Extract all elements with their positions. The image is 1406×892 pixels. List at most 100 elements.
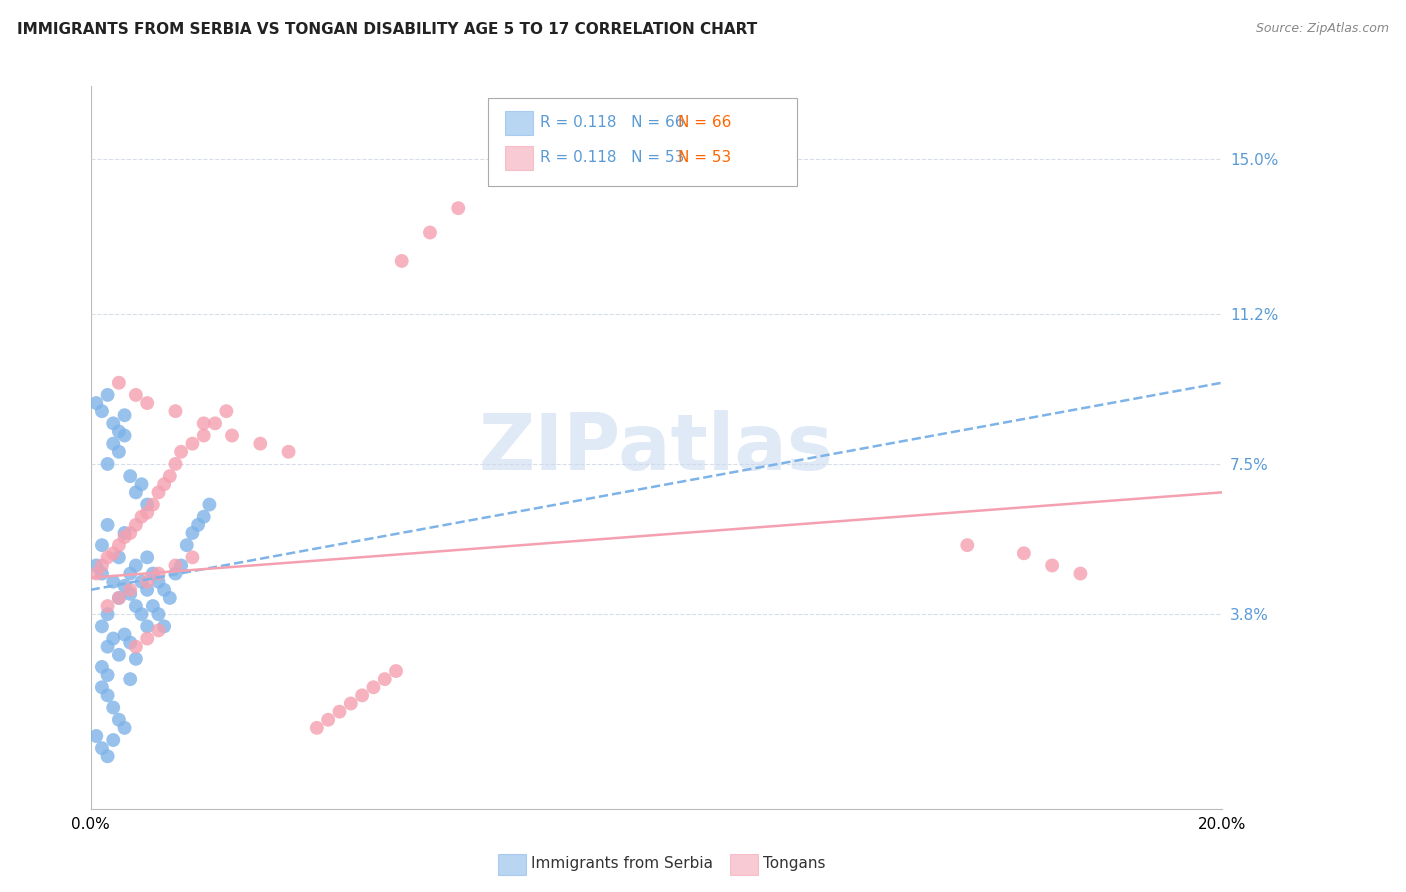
Text: IMMIGRANTS FROM SERBIA VS TONGAN DISABILITY AGE 5 TO 17 CORRELATION CHART: IMMIGRANTS FROM SERBIA VS TONGAN DISABIL… [17,22,756,37]
Point [131,509,153,524]
Point [136,506,159,520]
Point [131,607,153,622]
Point [120,469,142,483]
Point [249,436,271,450]
Text: Tongans: Tongans [763,856,825,871]
Point [391,254,413,268]
Point [90,741,112,756]
Point [176,538,198,552]
Point [148,607,170,622]
Point [419,226,441,240]
Point [120,566,142,581]
Point [125,558,148,573]
Point [108,648,131,662]
Point [97,668,120,682]
Point [97,599,120,613]
Point [108,550,131,565]
Point [131,574,153,589]
Point [90,660,112,674]
Text: N = 66: N = 66 [678,115,731,129]
Point [1040,558,1063,573]
Point [103,632,125,646]
Point [103,546,125,560]
Point [215,404,238,418]
Point [1069,566,1091,581]
Point [90,619,112,633]
Point [114,526,136,541]
Point [108,591,131,605]
Text: ZIPatlas: ZIPatlas [478,409,834,486]
Point [114,579,136,593]
Point [136,619,159,633]
Point [125,599,148,613]
Point [90,566,112,581]
Point [97,517,120,532]
Point [136,498,159,512]
Point [181,436,204,450]
Point [84,566,107,581]
Point [97,640,120,654]
Point [90,404,112,418]
Point [136,574,159,589]
Point [956,538,979,552]
Point [97,607,120,622]
Point [108,538,131,552]
Point [103,436,125,450]
Point [181,550,204,565]
Point [142,566,165,581]
Point [193,417,215,431]
Point [148,624,170,638]
Point [328,705,350,719]
Point [148,574,170,589]
Point [136,582,159,597]
Point [165,566,187,581]
Point [1012,546,1035,560]
Point [97,749,120,764]
Point [103,417,125,431]
Point [148,566,170,581]
Point [305,721,328,735]
Point [108,376,131,390]
Text: N = 53: N = 53 [678,151,731,165]
Point [97,689,120,703]
Text: Source: ZipAtlas.com: Source: ZipAtlas.com [1256,22,1389,36]
Point [103,574,125,589]
Point [142,599,165,613]
Point [136,550,159,565]
Point [165,457,187,471]
Point [159,591,181,605]
Point [84,729,107,743]
Text: R = 0.118   N = 66: R = 0.118 N = 66 [540,115,685,129]
Point [120,526,142,541]
Point [142,498,165,512]
Point [363,680,385,694]
Point [120,587,142,601]
Point [97,388,120,402]
Point [120,635,142,649]
Point [187,517,209,532]
Point [125,517,148,532]
Point [108,425,131,439]
Point [221,428,243,442]
Point [165,404,187,418]
Point [120,582,142,597]
Text: Immigrants from Serbia: Immigrants from Serbia [531,856,713,871]
Point [90,680,112,694]
Point [159,469,181,483]
Point [136,632,159,646]
Point [131,477,153,491]
Point [108,713,131,727]
Point [108,591,131,605]
Point [153,582,176,597]
Point [374,672,396,686]
Text: R = 0.118   N = 53: R = 0.118 N = 53 [540,151,685,165]
Point [447,201,470,215]
Point [103,700,125,714]
Point [84,558,107,573]
Point [97,457,120,471]
Point [385,664,408,678]
Point [316,713,339,727]
Point [148,485,170,500]
Point [114,409,136,423]
Point [90,538,112,552]
